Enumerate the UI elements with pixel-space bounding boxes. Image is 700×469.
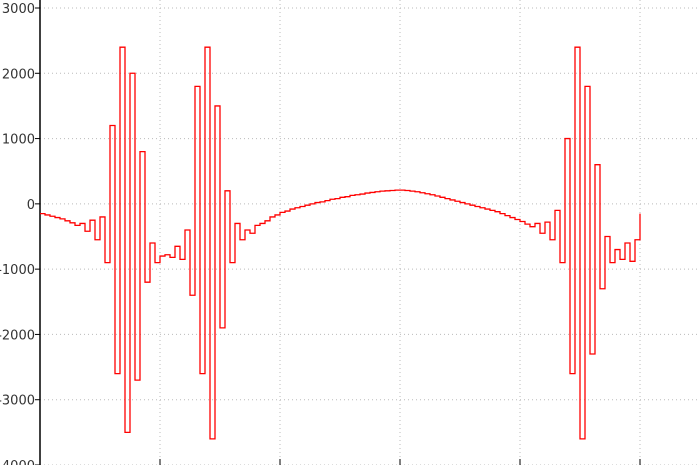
grid	[40, 0, 700, 466]
y-tick-label: 2000	[2, 67, 35, 82]
series	[40, 46, 641, 440]
series-line	[40, 46, 641, 440]
y-tick-label: -4000	[0, 459, 35, 465]
y-axis-labels: 3000 2000 1000 0 -1000 -2000 -3000 -4000	[0, 2, 35, 469]
y-tick-label: 3000	[2, 2, 35, 17]
y-tick-label: -2000	[0, 328, 35, 343]
y-tick-label: 0	[27, 198, 35, 213]
y-tick-label: 1000	[2, 133, 35, 148]
y-tick-label: -3000	[0, 394, 35, 409]
axes	[35, 0, 641, 466]
y-tick-label: -1000	[0, 263, 35, 278]
